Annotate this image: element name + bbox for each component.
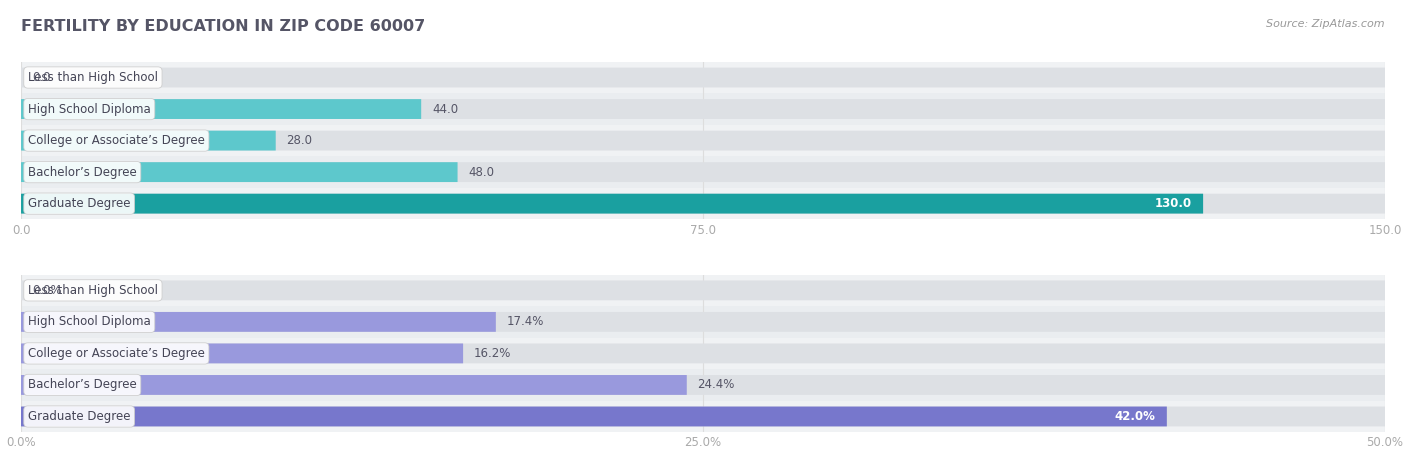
FancyBboxPatch shape [21, 99, 1385, 119]
FancyBboxPatch shape [21, 407, 1167, 427]
Text: 48.0: 48.0 [468, 166, 495, 179]
Text: College or Associate’s Degree: College or Associate’s Degree [28, 134, 205, 147]
FancyBboxPatch shape [21, 188, 1385, 219]
Text: 44.0: 44.0 [432, 103, 458, 115]
Text: 0.0: 0.0 [32, 71, 51, 84]
FancyBboxPatch shape [21, 67, 1385, 87]
FancyBboxPatch shape [21, 312, 496, 332]
FancyBboxPatch shape [21, 99, 422, 119]
Text: 0.0%: 0.0% [32, 284, 62, 297]
FancyBboxPatch shape [21, 275, 1385, 306]
Text: Source: ZipAtlas.com: Source: ZipAtlas.com [1267, 19, 1385, 29]
FancyBboxPatch shape [21, 93, 1385, 125]
FancyBboxPatch shape [21, 407, 1385, 427]
Text: 42.0%: 42.0% [1115, 410, 1156, 423]
Text: Bachelor’s Degree: Bachelor’s Degree [28, 166, 136, 179]
FancyBboxPatch shape [21, 306, 1385, 338]
FancyBboxPatch shape [21, 280, 1385, 300]
Text: 130.0: 130.0 [1156, 197, 1192, 210]
FancyBboxPatch shape [21, 156, 1385, 188]
Text: 28.0: 28.0 [287, 134, 312, 147]
Text: 17.4%: 17.4% [506, 315, 544, 328]
FancyBboxPatch shape [21, 369, 1385, 401]
FancyBboxPatch shape [21, 401, 1385, 432]
Text: High School Diploma: High School Diploma [28, 315, 150, 328]
FancyBboxPatch shape [21, 343, 1385, 363]
FancyBboxPatch shape [21, 194, 1204, 214]
FancyBboxPatch shape [21, 312, 1385, 332]
FancyBboxPatch shape [21, 375, 1385, 395]
Text: Graduate Degree: Graduate Degree [28, 410, 131, 423]
Text: 16.2%: 16.2% [474, 347, 512, 360]
Text: College or Associate’s Degree: College or Associate’s Degree [28, 347, 205, 360]
Text: Less than High School: Less than High School [28, 284, 157, 297]
FancyBboxPatch shape [21, 62, 1385, 93]
Text: 24.4%: 24.4% [697, 379, 735, 391]
FancyBboxPatch shape [21, 343, 463, 363]
Text: High School Diploma: High School Diploma [28, 103, 150, 115]
FancyBboxPatch shape [21, 131, 1385, 151]
FancyBboxPatch shape [21, 162, 457, 182]
Text: FERTILITY BY EDUCATION IN ZIP CODE 60007: FERTILITY BY EDUCATION IN ZIP CODE 60007 [21, 19, 426, 34]
FancyBboxPatch shape [21, 162, 1385, 182]
FancyBboxPatch shape [21, 131, 276, 151]
FancyBboxPatch shape [21, 338, 1385, 369]
FancyBboxPatch shape [21, 194, 1385, 214]
FancyBboxPatch shape [21, 125, 1385, 156]
FancyBboxPatch shape [21, 375, 686, 395]
Text: Bachelor’s Degree: Bachelor’s Degree [28, 379, 136, 391]
Text: Less than High School: Less than High School [28, 71, 157, 84]
Text: Graduate Degree: Graduate Degree [28, 197, 131, 210]
